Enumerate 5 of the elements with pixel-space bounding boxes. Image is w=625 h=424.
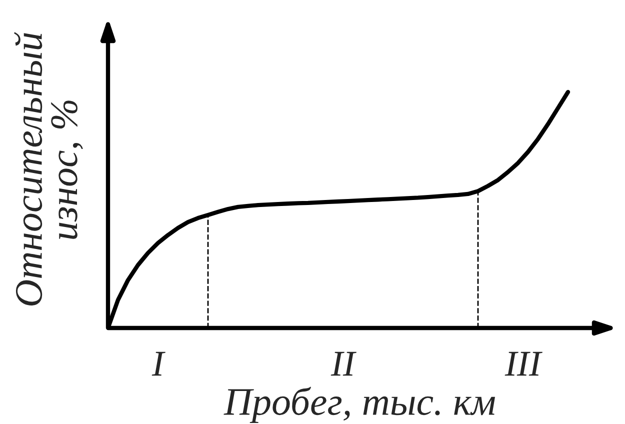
text: III [504,352,542,376]
y-axis-title: Относительный износ, % [14,32,83,306]
text: II [330,352,356,376]
x-axis-title: Пробег, тыс. км [224,386,496,423]
text: I [152,352,166,376]
